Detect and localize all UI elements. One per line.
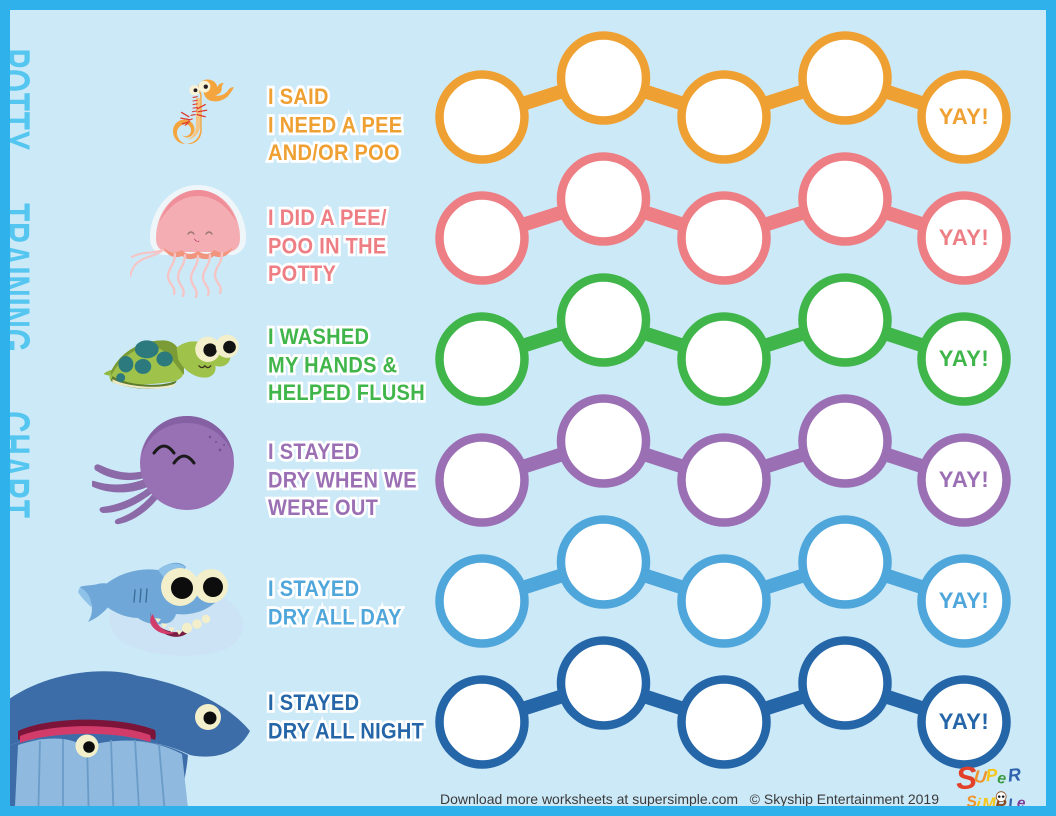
svg-text:e: e xyxy=(1016,794,1026,806)
svg-text:e: e xyxy=(996,770,1007,788)
svg-text:R: R xyxy=(1007,764,1022,785)
